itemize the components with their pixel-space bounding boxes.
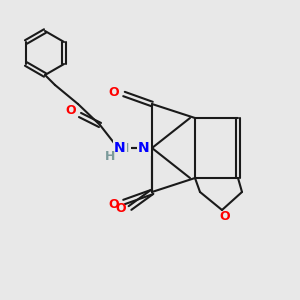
Text: O: O: [66, 104, 76, 118]
Text: O: O: [116, 202, 126, 214]
Text: O: O: [109, 197, 119, 211]
Text: O: O: [109, 85, 119, 98]
Text: H: H: [119, 142, 129, 154]
Text: N: N: [114, 141, 126, 155]
Text: N: N: [138, 141, 150, 155]
Text: H: H: [105, 149, 115, 163]
Text: O: O: [220, 211, 230, 224]
